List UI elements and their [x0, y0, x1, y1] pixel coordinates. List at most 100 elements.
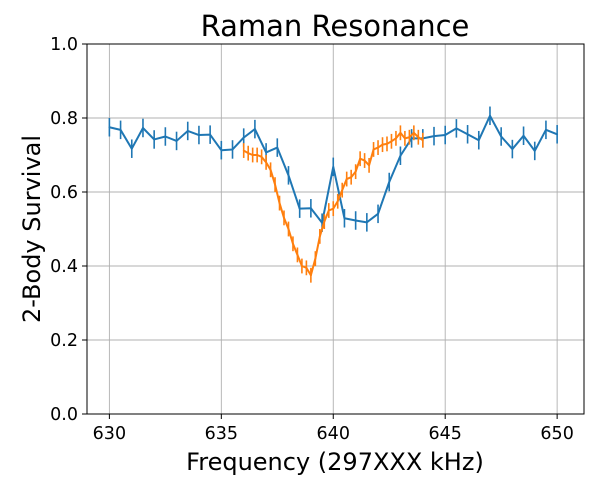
- x-tick-label: 640: [317, 424, 350, 444]
- data-point: [345, 178, 348, 180]
- grid: [87, 43, 584, 415]
- data-point: [343, 217, 346, 220]
- data-point: [332, 207, 335, 210]
- data-point: [256, 154, 259, 156]
- data-point: [417, 136, 420, 139]
- data-point: [359, 157, 362, 160]
- data-point: [287, 174, 290, 177]
- data-point: [511, 148, 514, 150]
- data-point: [314, 257, 317, 260]
- data-point: [287, 228, 290, 230]
- x-tick-label: 630: [93, 424, 126, 444]
- series-layer: [108, 106, 559, 283]
- data-point: [363, 159, 366, 162]
- data-point: [455, 127, 458, 130]
- data-point: [321, 221, 323, 224]
- series-2: [242, 125, 424, 283]
- data-point: [164, 135, 167, 138]
- data-point: [545, 128, 547, 131]
- data-point: [242, 136, 245, 139]
- data-point: [412, 131, 415, 134]
- data-point: [388, 181, 391, 183]
- data-point: [309, 207, 312, 210]
- data-point: [318, 235, 321, 238]
- data-point: [341, 189, 344, 192]
- plot-frame: [86, 43, 585, 415]
- data-point: [410, 137, 413, 140]
- data-point: [186, 130, 189, 132]
- data-point: [390, 140, 393, 143]
- data-point: [309, 274, 312, 277]
- series-1: [108, 106, 559, 232]
- data-point: [254, 128, 256, 131]
- data-point: [377, 146, 379, 149]
- data-point: [265, 161, 267, 164]
- data-point: [368, 164, 370, 167]
- x-axis-label: Frequency (297XXX kHz): [186, 448, 484, 476]
- data-point: [500, 135, 503, 138]
- y-tick-label: 0.0: [50, 405, 78, 425]
- data-point: [399, 154, 402, 157]
- data-point: [372, 148, 375, 151]
- data-point: [421, 139, 424, 142]
- data-point: [489, 114, 491, 117]
- y-tick-label: 0.4: [50, 257, 78, 277]
- data-point: [231, 148, 234, 151]
- data-point: [327, 209, 330, 212]
- data-point: [251, 154, 254, 156]
- x-tick-label: 650: [540, 424, 573, 444]
- data-point: [354, 219, 357, 222]
- data-point: [365, 221, 368, 224]
- y-tick-label: 0.6: [50, 183, 78, 203]
- data-point: [444, 134, 447, 136]
- data-point: [265, 151, 267, 154]
- data-point: [274, 183, 276, 186]
- ticks: 630 635 640 645 650 0.0 0.2 0.4 0.6 0.8 1.0: [50, 35, 574, 444]
- data-point: [408, 136, 411, 139]
- data-point: [220, 149, 223, 152]
- data-point: [381, 143, 384, 146]
- data-point: [386, 143, 388, 145]
- data-point: [336, 200, 339, 203]
- data-point: [283, 217, 285, 219]
- data-point: [242, 149, 245, 152]
- data-point: [533, 150, 536, 152]
- data-point: [522, 134, 525, 137]
- data-point: [276, 146, 279, 149]
- data-point: [332, 165, 335, 168]
- data-point: [130, 147, 133, 150]
- data-point: [278, 202, 281, 205]
- data-point: [399, 131, 402, 134]
- data-point: [305, 266, 308, 269]
- y-tick-label: 0.8: [50, 109, 78, 129]
- data-point: [433, 135, 435, 138]
- data-point: [209, 133, 212, 136]
- data-point: [260, 155, 263, 158]
- y-axis-label: 2-Body Survival: [18, 135, 46, 323]
- data-point: [377, 212, 379, 215]
- data-point: [119, 128, 122, 131]
- data-point: [175, 140, 178, 142]
- data-point: [269, 168, 272, 171]
- data-point: [108, 126, 111, 129]
- data-point: [466, 133, 469, 136]
- data-point: [292, 242, 294, 245]
- data-point: [153, 138, 156, 141]
- data-point: [142, 127, 144, 129]
- x-tick-label: 635: [205, 424, 238, 444]
- y-tick-label: 0.2: [50, 331, 78, 351]
- data-point: [395, 137, 397, 140]
- chart-title: Raman Resonance: [201, 9, 470, 43]
- data-point: [301, 265, 303, 267]
- data-point: [350, 176, 353, 179]
- x-tick-label: 645: [428, 424, 461, 444]
- data-point: [247, 152, 250, 155]
- data-point: [198, 134, 200, 136]
- data-point: [323, 220, 326, 223]
- y-tick-label: 1.0: [50, 35, 78, 55]
- data-point: [354, 170, 357, 173]
- data-point: [477, 139, 480, 142]
- data-point: [298, 207, 301, 210]
- data-point: [296, 254, 299, 256]
